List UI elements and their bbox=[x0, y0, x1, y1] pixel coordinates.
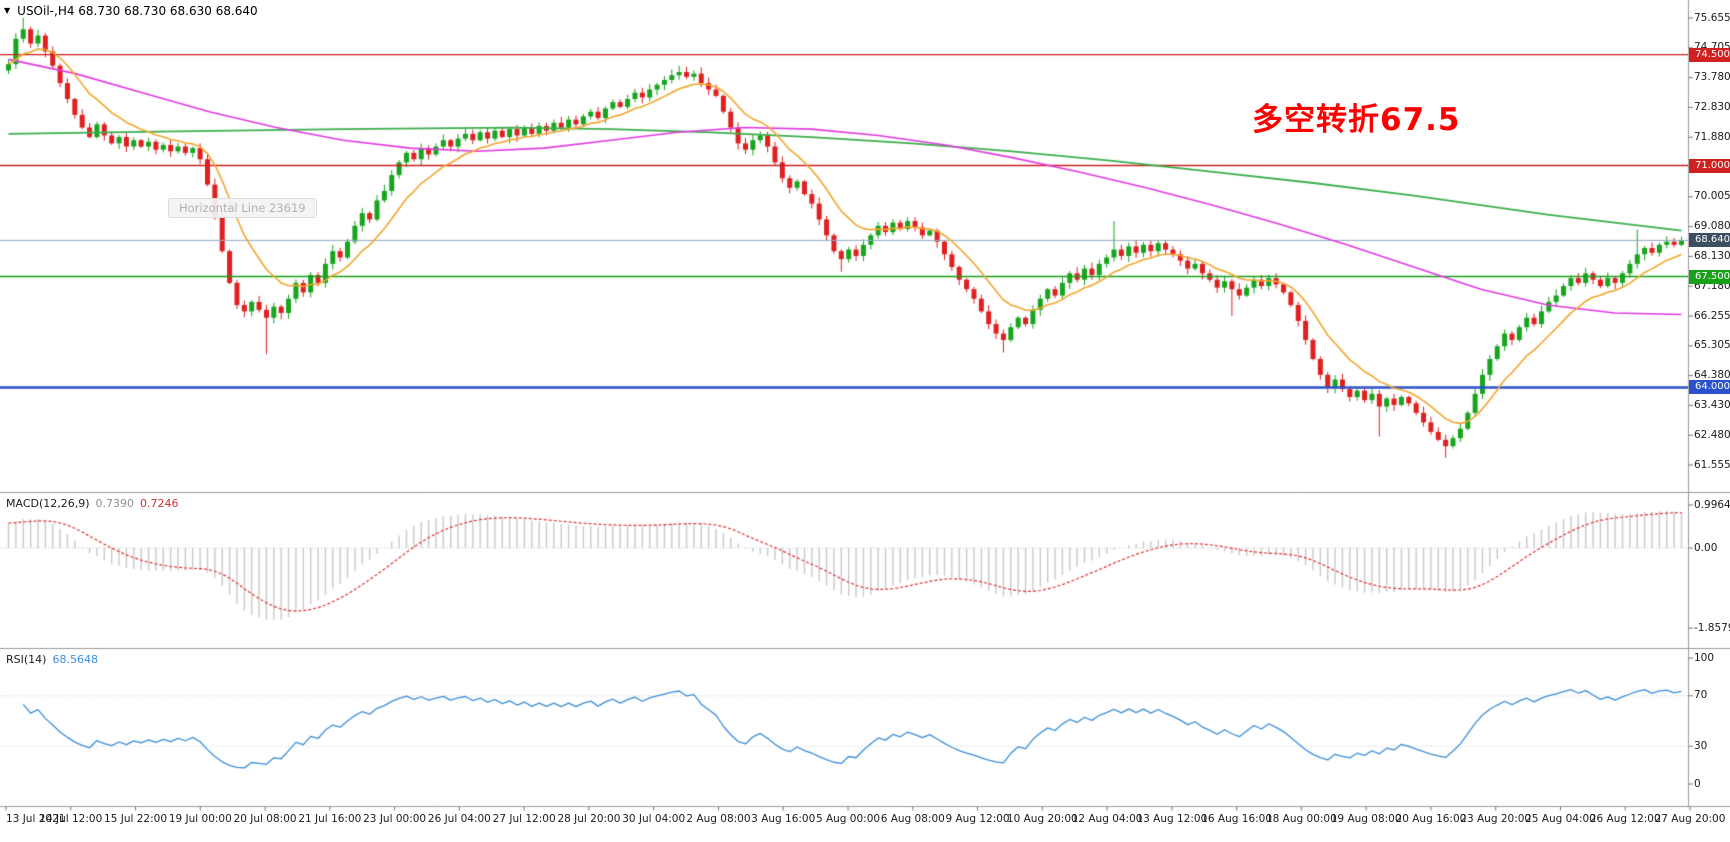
time-axis-label: 30 Jul 04:00 bbox=[622, 813, 686, 825]
text-annotation: 多空转折67.5 bbox=[1252, 102, 1461, 138]
rsi-axis-label: 100 bbox=[1694, 651, 1715, 664]
chart-title: USOil-,H4 68.730 68.730 68.630 68.640 bbox=[17, 4, 258, 18]
rsi-axis-label: 30 bbox=[1694, 739, 1708, 752]
price-axis-label: 64.380 bbox=[1694, 369, 1730, 382]
time-axis-label: 13 Aug 12:00 bbox=[1136, 813, 1208, 825]
rsi-value: 68.5648 bbox=[52, 653, 98, 666]
rsi-axis-label: 0 bbox=[1694, 777, 1701, 790]
price-axis-label: 62.480 bbox=[1694, 428, 1730, 441]
price-axis-label: 75.655 bbox=[1694, 11, 1730, 24]
price-axis-label: 66.255 bbox=[1694, 309, 1730, 322]
price-level-tag: 74.500 bbox=[1689, 47, 1730, 62]
time-axis-label: 13 Jul 2021 bbox=[6, 813, 66, 825]
time-axis-label: 12 Aug 04:00 bbox=[1071, 813, 1143, 825]
time-axis-label: 16 Aug 16:00 bbox=[1201, 813, 1273, 825]
price-axis-label: 63.430 bbox=[1694, 398, 1730, 411]
price-axis-label: 69.080 bbox=[1694, 220, 1730, 233]
time-axis-label: 9 Aug 12:00 bbox=[945, 813, 1010, 825]
time-axis-label: 19 Aug 08:00 bbox=[1330, 813, 1402, 825]
time-axis-label: 6 Aug 08:00 bbox=[880, 813, 945, 825]
time-axis-label: 20 Aug 16:00 bbox=[1395, 813, 1467, 825]
price-axis-label: 73.780 bbox=[1694, 71, 1730, 84]
time-axis-label: 3 Aug 16:00 bbox=[751, 813, 816, 825]
time-axis-label: 18 Aug 00:00 bbox=[1265, 813, 1337, 825]
price-axis-label: 68.130 bbox=[1694, 249, 1730, 262]
price-axis-label: 72.830 bbox=[1694, 100, 1730, 113]
price-axis-label: 70.005 bbox=[1694, 190, 1730, 203]
macd-axis-label: 0.9964 bbox=[1694, 498, 1730, 511]
rsi-indicator-label: RSI(14) 68.5648 bbox=[6, 653, 98, 666]
time-axis-label: 23 Aug 20:00 bbox=[1460, 813, 1532, 825]
time-axis-label: 10 Aug 20:00 bbox=[1006, 813, 1078, 825]
time-axis-label: 26 Jul 04:00 bbox=[427, 813, 491, 825]
time-axis-label: 20 Jul 08:00 bbox=[233, 813, 297, 825]
price-axis-label: 65.305 bbox=[1694, 339, 1730, 352]
time-axis-label: 14 Jul 12:00 bbox=[39, 813, 103, 825]
time-axis-label: 23 Jul 00:00 bbox=[363, 813, 427, 825]
price-level-tag: 67.500 bbox=[1689, 269, 1730, 284]
price-axis-label: 61.555 bbox=[1694, 458, 1730, 471]
price-level-tag: 68.640 bbox=[1689, 233, 1730, 248]
time-axis-label: 2 Aug 08:00 bbox=[686, 813, 751, 825]
time-axis-label: 21 Jul 16:00 bbox=[298, 813, 362, 825]
macd-signal-value: 0.7246 bbox=[140, 497, 179, 510]
chart-menu-dropdown-icon[interactable]: ▼ bbox=[4, 6, 11, 15]
time-axis-label: 27 Aug 20:00 bbox=[1654, 813, 1726, 825]
rsi-axis-label: 70 bbox=[1694, 689, 1708, 702]
macd-main-value: 0.7390 bbox=[95, 497, 135, 510]
time-axis-label: 5 Aug 00:00 bbox=[815, 813, 881, 825]
time-axis-label: 26 Aug 12:00 bbox=[1589, 813, 1661, 825]
rsi-name: RSI(14) bbox=[6, 653, 47, 666]
time-axis-label: 19 Jul 00:00 bbox=[168, 813, 232, 825]
macd-axis-label: 0.00 bbox=[1694, 541, 1718, 554]
macd-axis-label: -1.8579 bbox=[1694, 621, 1730, 634]
price-level-tag: 71.000 bbox=[1689, 158, 1730, 173]
macd-name: MACD(12,26,9) bbox=[6, 497, 90, 510]
horizontal-line-tooltip: Horizontal Line 23619 bbox=[168, 198, 317, 218]
time-axis-label: 28 Jul 20:00 bbox=[557, 813, 621, 825]
time-axis-label: 27 Jul 12:00 bbox=[492, 813, 556, 825]
price-level-tag: 64.000 bbox=[1689, 380, 1730, 395]
time-axis-label: 15 Jul 22:00 bbox=[104, 813, 168, 825]
chart-title-row: ▼ USOil-,H4 68.730 68.730 68.630 68.640 bbox=[4, 4, 258, 18]
time-axis-label: 25 Aug 04:00 bbox=[1525, 813, 1596, 825]
price-axis-label: 71.880 bbox=[1694, 130, 1730, 143]
macd-indicator-label: MACD(12,26,9) 0.7390 0.7246 bbox=[6, 497, 179, 510]
